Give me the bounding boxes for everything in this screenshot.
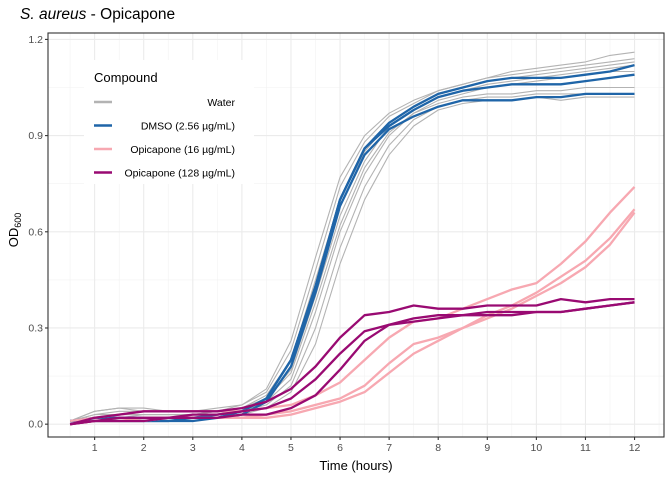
y-tick-label: 0.9 <box>28 130 43 142</box>
legend-label: DMSO (2.56 µg/mL) <box>141 121 235 133</box>
chart-title-italic: S. aureus <box>20 6 87 23</box>
x-tick-label: 12 <box>629 442 641 454</box>
y-tick-label: 0.3 <box>28 322 43 334</box>
legend-entry: Opicapone (16 µg/mL) <box>94 144 235 156</box>
legend: Compound Water DMSO (2.56 µg/mL) Opicapone… <box>84 60 254 184</box>
chart-title: S. aureus - Opicapone <box>20 6 175 23</box>
y-tick-label: 1.2 <box>28 34 43 46</box>
chart-title-rest: - Opicapone <box>86 6 175 23</box>
x-tick-label: 4 <box>239 442 245 454</box>
series-line <box>70 92 635 423</box>
legend-background <box>84 60 254 184</box>
x-tick-label: 11 <box>580 442 591 454</box>
x-axis: 1 2 3 4 5 6 7 8 9 10 11 12 <box>92 437 641 454</box>
x-tick-label: 7 <box>386 442 392 454</box>
x-tick-label: 8 <box>435 442 441 454</box>
series-line <box>69 301 635 426</box>
series-line <box>69 301 635 426</box>
panel-border <box>47 32 665 438</box>
legend-label: Opicapone (16 µg/mL) <box>130 144 235 156</box>
x-tick-label: 6 <box>337 442 343 454</box>
x-tick-label: 5 <box>288 442 294 454</box>
x-tick-label: 3 <box>190 442 196 454</box>
x-tick-label: 10 <box>531 442 543 454</box>
y-axis: 0.0 0.3 0.6 0.9 1.2 <box>28 34 48 431</box>
legend-entry: DMSO (2.56 µg/mL) <box>94 121 235 133</box>
x-axis-title: Time (hours) <box>319 458 392 473</box>
series-layer <box>69 51 636 426</box>
series-line <box>69 297 635 426</box>
legend-entries: Water DMSO (2.56 µg/mL) Opicapone (16 µg/m… <box>94 97 235 180</box>
legend-title: Compound <box>94 70 158 85</box>
y-axis-title-sub: 600 <box>13 213 23 228</box>
y-axis-title-main: OD <box>6 228 21 248</box>
legend-label: Water <box>207 97 235 109</box>
series-line <box>69 186 636 423</box>
series-line <box>69 211 636 426</box>
series-line <box>70 70 635 422</box>
legend-entry: Water <box>94 97 235 109</box>
legend-entry: Opicapone (128 µg/mL) <box>94 168 235 180</box>
y-axis-title: OD600 <box>6 213 23 248</box>
legend-label: Opicapone (128 µg/mL) <box>124 168 235 180</box>
x-tick-label: 2 <box>141 442 147 454</box>
y-tick-label: 0.6 <box>28 226 43 238</box>
x-tick-label: 1 <box>92 442 98 454</box>
y-tick-label: 0.0 <box>28 419 43 431</box>
x-tick-label: 9 <box>484 442 490 454</box>
